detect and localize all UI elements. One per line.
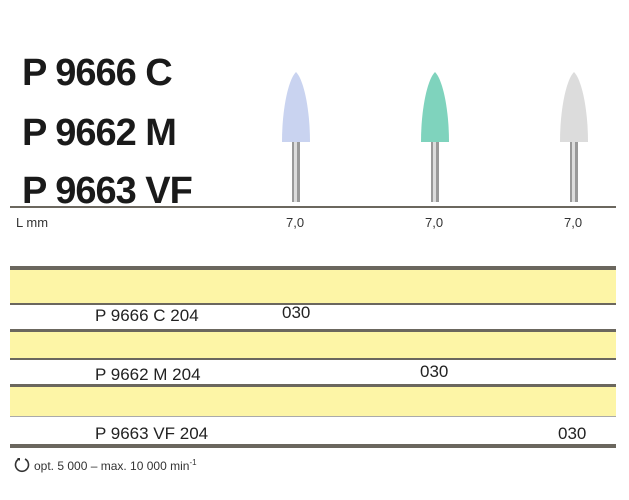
bur-head bbox=[282, 72, 310, 142]
order-code: P 9662 M 204 bbox=[95, 365, 201, 384]
quantity: 030 bbox=[420, 362, 449, 381]
table-band bbox=[10, 387, 616, 416]
divider bbox=[10, 206, 616, 208]
divider bbox=[10, 384, 616, 387]
length-label: L mm bbox=[16, 215, 49, 230]
bur-head bbox=[421, 72, 449, 142]
bur-image bbox=[560, 72, 588, 202]
product-title: P 9666 C bbox=[22, 52, 173, 94]
order-code: P 9666 C 204 bbox=[95, 306, 199, 325]
length-value: 7,0 bbox=[425, 215, 444, 230]
divider bbox=[10, 416, 616, 417]
table-band bbox=[10, 332, 616, 358]
unit-exponent: -1 bbox=[189, 457, 197, 467]
divider bbox=[10, 329, 616, 332]
bur-head bbox=[560, 72, 588, 142]
table-band bbox=[10, 270, 616, 303]
bur-image bbox=[282, 72, 310, 202]
length-value: 7,0 bbox=[286, 215, 305, 230]
divider bbox=[10, 358, 616, 360]
order-code: P 9663 VF 204 bbox=[95, 424, 209, 443]
speed-note: opt. 5 000 – max. 10 000 min-1 bbox=[14, 457, 197, 473]
quantity: 030 bbox=[558, 424, 587, 443]
divider bbox=[10, 266, 616, 270]
divider bbox=[10, 444, 616, 448]
quantity: 030 bbox=[282, 303, 311, 322]
product-title: P 9663 VF bbox=[22, 170, 193, 212]
divider bbox=[10, 303, 616, 305]
length-value: 7,0 bbox=[564, 215, 583, 230]
rotation-icon bbox=[14, 458, 30, 472]
speed-text: opt. 5 000 – max. 10 000 min bbox=[34, 458, 190, 473]
product-title: P 9662 M bbox=[22, 112, 177, 154]
bur-image bbox=[421, 72, 449, 202]
